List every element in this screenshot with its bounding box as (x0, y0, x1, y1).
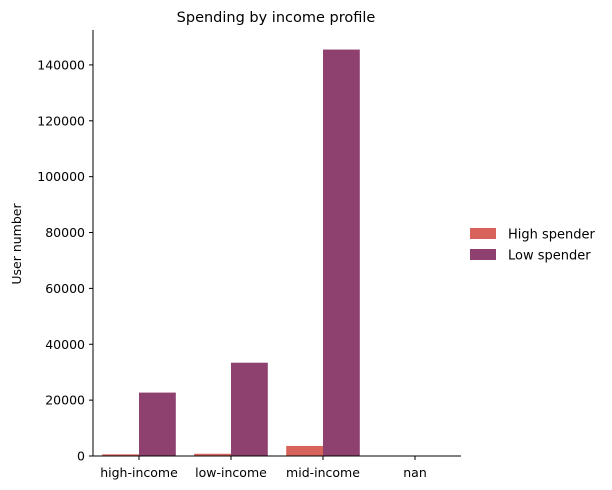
chart-title: Spending by income profile (177, 10, 376, 26)
bar-mid-income-high-spender (286, 445, 323, 456)
y-ticks-group: 0 20000 40000 60000 80000 100000 120000 140000 (37, 57, 93, 464)
x-tick-label-low-income: low-income (195, 465, 267, 480)
bar-low-income-high-spender (194, 453, 231, 456)
x-tick-label-high-income: high-income (100, 465, 178, 480)
legend-swatch-high-spender (470, 228, 496, 239)
y-tick-label: 60000 (45, 281, 85, 296)
y-axis-label: User number (9, 203, 24, 285)
bar-low-income-low-spender (231, 362, 268, 456)
bar-high-income-low-spender (139, 392, 176, 456)
y-tick-label: 20000 (45, 393, 85, 408)
y-tick-label: 100000 (37, 169, 85, 184)
legend-label-low-spender: Low spender (508, 249, 591, 264)
bars-group (102, 49, 360, 457)
legend-label-high-spender: High spender (508, 228, 596, 243)
bar-mid-income-low-spender (323, 49, 360, 457)
y-tick-label: 120000 (37, 113, 85, 128)
x-ticks-group: high-income low-income mid-income nan (100, 456, 427, 480)
bar-high-income-high-spender (102, 454, 139, 456)
y-tick-label: 140000 (37, 57, 85, 72)
y-tick-label: 0 (77, 449, 85, 464)
legend: High spender Low spender (470, 228, 596, 264)
y-tick-label: 40000 (45, 337, 85, 352)
y-tick-label: 80000 (45, 225, 85, 240)
x-tick-label-nan: nan (403, 465, 427, 480)
legend-swatch-low-spender (470, 249, 496, 260)
x-tick-label-mid-income: mid-income (286, 465, 360, 480)
